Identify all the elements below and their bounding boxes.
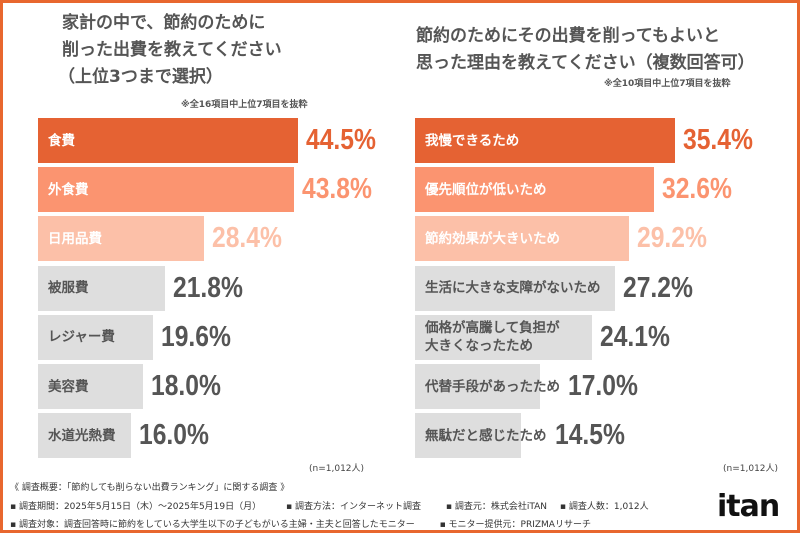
value-label: 27.2% xyxy=(622,271,693,304)
bar: 無駄だと感じたため xyxy=(415,413,547,459)
survey-summary: 《 調査概要：「節約しても削らない出費ランキング」に関する調査 》 xyxy=(10,483,290,493)
bar-label: 優先順位が低いため xyxy=(425,181,547,198)
value-label: 19.6% xyxy=(160,320,231,353)
bar-label: 日用品費 xyxy=(48,230,102,247)
bar-label: 価格が高騰して負担が 大きくなったため xyxy=(425,320,560,355)
value-label: 44.5% xyxy=(306,124,376,156)
bar-label: 無駄だと感じたため xyxy=(425,427,547,444)
bar: 水道光熱費 xyxy=(38,413,132,459)
bar: 食費 xyxy=(38,118,298,163)
bar: 日用品費 xyxy=(38,216,204,262)
survey-source: ▪ 調査元：株式会社iTAN xyxy=(445,502,548,512)
bar: 我慢できるため xyxy=(415,118,675,163)
bar-label: 我慢できるため xyxy=(425,132,520,149)
bar: 優先順位が低いため xyxy=(415,167,655,213)
right-sample-size: (n=1,012人) xyxy=(723,464,779,474)
value-label: 28.4% xyxy=(211,222,282,255)
survey-provider: ▪ モニター提供元：PRIZMAリサーチ xyxy=(439,520,591,530)
bar-label: 美容費 xyxy=(48,378,89,395)
bar: 生活に大きな支障がないため xyxy=(415,265,615,311)
title-line: 家計の中で、節約のために xyxy=(62,13,266,33)
bar: 代替手段があったため xyxy=(415,364,560,409)
right-chart-note: ※全10項目中上位7項目を抜粋 xyxy=(604,79,731,89)
footer-summary: 《 調査概要：「節約しても削らない出費ランキング」に関する調査 》 xyxy=(10,480,311,493)
right-chart-title: 節約のためにその出費を削ってもよいと 思った理由を教えてください（複数回答可） xyxy=(416,23,755,77)
survey-method: ▪ 調査方法：インターネット調査 xyxy=(286,502,421,512)
bar-label: レジャー費 xyxy=(48,329,115,346)
survey-period: ▪ 調査期間：2025年5月15日（木）～2025年5月19日（月） xyxy=(10,502,262,512)
value-label: 16.0% xyxy=(139,419,210,452)
value-label: 21.8% xyxy=(173,271,244,304)
bar: レジャー費 xyxy=(38,314,153,360)
footer-line-2: ▪ 調査対象：調査回答時に節約をしている大学生以下の子どもがいる主婦・主夫と回答… xyxy=(10,517,613,530)
value-label: 32.6% xyxy=(662,173,733,206)
bar: 被服費 xyxy=(38,265,166,311)
value-label: 43.8% xyxy=(301,173,372,206)
value-label: 29.2% xyxy=(637,222,708,255)
bar-label: 節約効果が大きいため xyxy=(425,230,560,247)
survey-count: ▪ 調査人数：1,012人 xyxy=(559,502,649,512)
value-label: 24.1% xyxy=(600,320,670,353)
left-sample-size: (n=1,012人) xyxy=(309,464,365,474)
survey-target: ▪ 調査対象：調査回答時に節約をしている大学生以下の子どもがいる主婦・主夫と回答… xyxy=(10,520,415,530)
title-line: 思った理由を教えてください（複数回答可） xyxy=(416,53,755,73)
bar: 節約効果が大きいため xyxy=(415,216,630,262)
bar-label: 代替手段があったため xyxy=(425,378,560,395)
bar-label: 生活に大きな支障がないため xyxy=(425,280,601,297)
bar: 外食費 xyxy=(38,167,294,213)
bar-label: 水道光熱費 xyxy=(48,427,116,444)
itan-logo: itan xyxy=(717,489,780,524)
left-chart-title: 家計の中で、節約のために 削った出費を教えてください （上位3つまで選択） xyxy=(58,10,282,91)
left-chart-note: ※全16項目中上位7項目を抜粋 xyxy=(181,100,308,110)
bar: 美容費 xyxy=(38,364,144,409)
title-line: 節約のためにその出費を削ってもよいと xyxy=(416,26,720,46)
footer-line-1: ▪ 調査期間：2025年5月15日（木）～2025年5月19日（月） ▪ 調査方… xyxy=(10,499,671,512)
title-line: （上位3つまで選択） xyxy=(58,67,223,87)
value-label: 35.4% xyxy=(683,124,753,156)
bar: 価格が高騰して負担が 大きくなったため xyxy=(415,314,592,360)
value-label: 17.0% xyxy=(568,370,638,402)
value-label: 18.0% xyxy=(151,370,222,402)
value-label: 14.5% xyxy=(555,419,625,452)
title-line: 削った出費を教えてください xyxy=(62,40,282,60)
bar-label: 食費 xyxy=(48,132,75,149)
bar-label: 外食費 xyxy=(48,181,89,198)
bar-label: 被服費 xyxy=(48,280,89,297)
